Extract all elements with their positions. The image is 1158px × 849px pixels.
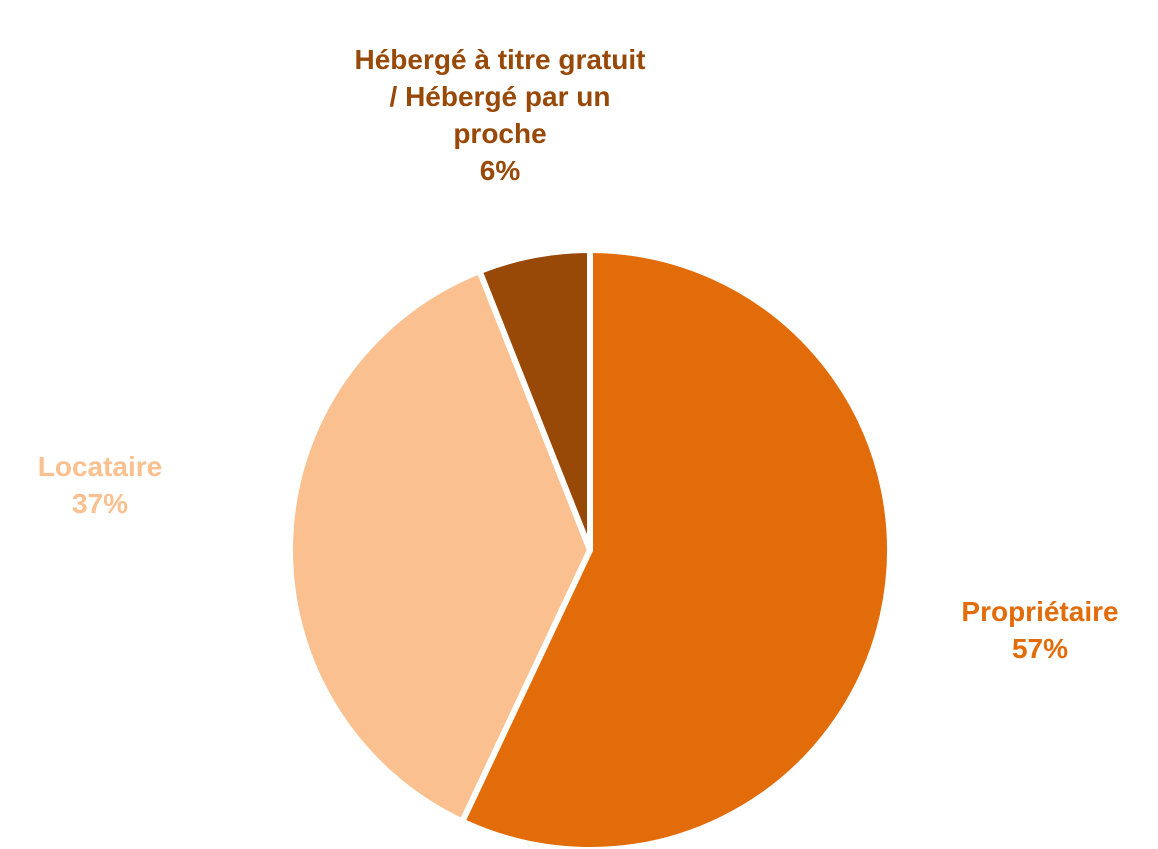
slice-label: Locataire 37% xyxy=(0,448,200,522)
slice-label: Hébergé à titre gratuit / Hébergé par un… xyxy=(350,41,650,189)
pie-slice xyxy=(287,268,593,825)
value-label: 37% xyxy=(71,488,129,519)
category-name: Hébergé à titre gratuit / Hébergé par un… xyxy=(354,44,646,149)
category-name: Locataire xyxy=(37,451,163,482)
pie-slice xyxy=(476,247,593,553)
value-label: 6% xyxy=(479,155,521,186)
value-label: 57% xyxy=(1011,633,1069,664)
category-name: Propriétaire xyxy=(961,596,1119,627)
slice-label: Propriétaire 57% xyxy=(910,593,1158,667)
